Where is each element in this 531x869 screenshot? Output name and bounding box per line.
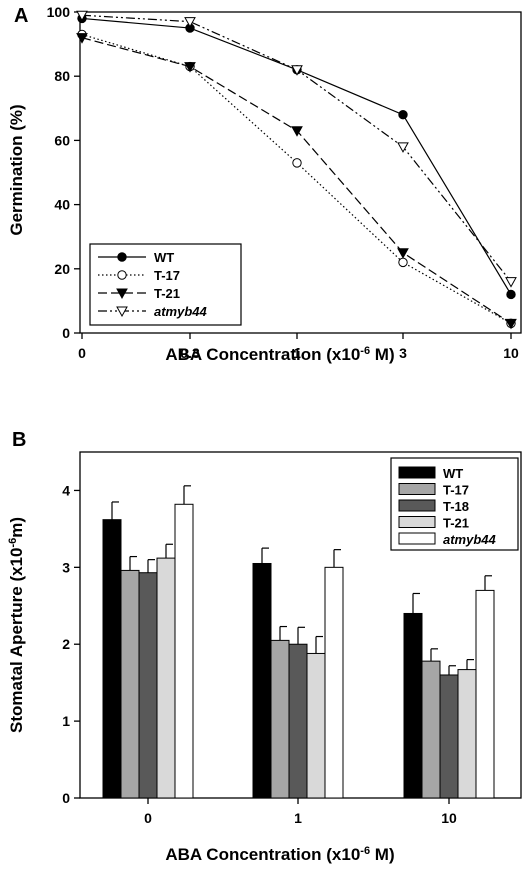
panel-a-ylabel: Germination (%) — [7, 104, 26, 235]
panel-b-ylabel: Stomatal Aperture (x10-6m) — [7, 517, 26, 733]
x-tick-label: 1 — [294, 810, 302, 826]
plot-frame — [79, 11, 522, 334]
bar-wt — [102, 519, 122, 799]
legend-marker — [117, 252, 127, 262]
legend-marker — [116, 288, 128, 300]
y-tick-label: 100 — [47, 4, 71, 20]
data-point — [505, 277, 517, 288]
legend-swatch — [398, 483, 436, 495]
legend-swatch — [398, 516, 436, 528]
data-point — [76, 33, 88, 44]
panel-a-xlabel: ABA Concentration (x10-6 M) — [165, 345, 394, 364]
legend-label: WT — [154, 250, 174, 265]
bar-t-21 — [306, 652, 326, 799]
panel-a-letter: A — [14, 5, 28, 27]
y-tick-label: 4 — [62, 482, 70, 498]
legend-swatch — [398, 466, 436, 479]
bar-t-18 — [138, 572, 158, 799]
data-point — [398, 257, 408, 268]
y-tick-label: 2 — [62, 636, 70, 652]
bar-t-18 — [288, 643, 308, 799]
bar-wt — [403, 612, 423, 799]
data-point — [397, 248, 409, 259]
data-point — [397, 142, 409, 153]
x-tick-label: 10 — [503, 345, 519, 361]
legend-marker — [116, 306, 128, 318]
y-tick-label: 1 — [62, 713, 70, 729]
data-point — [184, 17, 196, 28]
legend-marker — [117, 270, 127, 280]
bar-atmyb44 — [475, 589, 495, 799]
panel-b-xlabel: ABA Concentration (x10-6 M) — [165, 845, 394, 864]
legend-label: atmyb44 — [154, 304, 208, 319]
bar-t-18 — [439, 674, 459, 799]
panel-b-letter: B — [12, 429, 26, 451]
y-tick-label: 0 — [62, 790, 70, 806]
legend-label: WT — [443, 466, 463, 481]
data-point — [291, 65, 303, 76]
bar-t-21 — [457, 669, 477, 799]
bar-wt — [252, 562, 272, 799]
x-tick-label: 0.3 — [180, 345, 200, 361]
legend-label: atmyb44 — [443, 532, 497, 547]
data-point — [76, 10, 88, 22]
y-tick-label: 40 — [54, 197, 70, 213]
germination-chart: 0 20 40 60 80 100 0 0.3 1 3 10 WT T-17 T-21 atmyb44 — [47, 4, 522, 361]
data-point — [506, 289, 516, 300]
bar-t-17 — [120, 569, 140, 799]
data-point — [184, 62, 196, 73]
y-tick-label: 3 — [62, 559, 70, 575]
bar-atmyb44 — [174, 503, 194, 799]
legend-label: T-21 — [154, 286, 180, 301]
data-point — [291, 126, 303, 137]
y-tick-label: 60 — [54, 132, 70, 148]
data-point — [398, 110, 408, 120]
bar-t-17 — [270, 639, 290, 799]
y-tick-label: 80 — [54, 68, 70, 84]
data-point — [505, 318, 517, 330]
bar-atmyb44 — [324, 566, 344, 799]
legend-label: T-17 — [443, 483, 469, 498]
x-tick-label: 3 — [399, 345, 407, 361]
y-tick-label: 0 — [62, 325, 70, 341]
bar-t-17 — [421, 660, 441, 799]
legend-swatch — [398, 499, 436, 512]
x-tick-label: 1 — [293, 345, 301, 361]
legend-label: T-21 — [443, 516, 469, 531]
y-tick-label: 20 — [54, 261, 70, 277]
bar-t-21 — [156, 557, 176, 799]
x-tick-label: 0 — [144, 810, 152, 826]
legend-label: T-18 — [443, 499, 469, 514]
legend-label: T-17 — [154, 268, 180, 283]
data-point — [292, 158, 302, 168]
x-tick-label: 0 — [78, 345, 86, 361]
legend-swatch — [398, 532, 436, 545]
x-tick-label: 10 — [441, 810, 457, 826]
